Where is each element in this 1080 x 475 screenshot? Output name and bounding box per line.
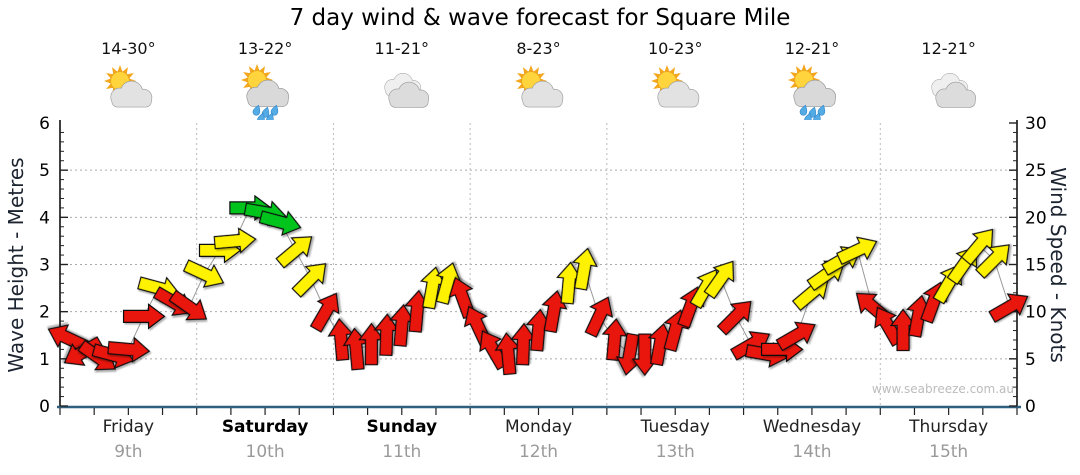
wave-height-tick-label: 2	[39, 303, 50, 323]
wind-speed-tick-label: 15	[1025, 256, 1047, 276]
gridlines	[60, 123, 1017, 406]
day-label-strip: Friday 9th Saturday 10th Sunday 11th Mon…	[60, 417, 1017, 462]
day-date: 15th	[929, 442, 969, 462]
day-header-saturday: 13-22°	[197, 38, 334, 124]
day-label-tuesday: Tuesday 13th	[607, 417, 744, 462]
wind-speed-tick-label: 10	[1025, 303, 1047, 323]
wind-arrows	[47, 194, 1029, 377]
wind-arrow	[836, 236, 878, 266]
temp-range: 13-22°	[237, 39, 293, 58]
day-header-monday: 8-23°	[470, 38, 607, 120]
weather-icon-sun-cloud	[647, 62, 703, 120]
day-name: Monday	[504, 417, 573, 437]
temp-range: 8-23°	[516, 39, 561, 58]
wind-arrow	[275, 236, 313, 269]
wind-speed-tick-label: 0	[1025, 397, 1036, 417]
day-date: 13th	[655, 442, 695, 462]
wind-arrow	[122, 303, 166, 330]
wave-height-tick-label: 3	[39, 256, 50, 276]
day-name: Saturday	[221, 417, 309, 437]
wave-height-tick-label: 5	[39, 161, 50, 181]
day-label-sunday: Sunday 11th	[333, 417, 470, 462]
wind-arrow	[107, 336, 151, 363]
wind-arrow	[309, 292, 340, 333]
wind-arrow	[291, 263, 327, 298]
day-label-friday: Friday 9th	[60, 417, 197, 462]
day-label-thursday: Thursday 15th	[880, 417, 1017, 462]
temp-range: 11-21°	[374, 39, 430, 58]
wind-arrow	[182, 259, 225, 288]
wind-arrow	[168, 289, 208, 321]
day-name: Wednesday	[762, 417, 862, 437]
day-date: 10th	[245, 442, 285, 462]
weather-icon-cloudy	[921, 62, 977, 120]
day-header-thursday: 12-21°	[880, 38, 1017, 120]
day-header-wednesday: 12-21°	[744, 38, 881, 124]
wind-arrow	[258, 210, 302, 236]
wind-arrow	[541, 290, 568, 334]
day-name: Thursday	[909, 417, 989, 437]
chart-title: 7 day wind & wave forecast for Square Mi…	[289, 5, 791, 31]
wind-arrow	[974, 244, 1010, 280]
day-date: 12th	[518, 442, 559, 462]
wind-arrow	[703, 260, 735, 300]
wind-arrow	[601, 318, 628, 362]
weather-icon-sun-cloud	[511, 62, 567, 120]
weather-icon-sun-cloud-rain	[784, 62, 840, 124]
wind-arrow	[775, 321, 816, 352]
wind-arrow	[584, 296, 614, 338]
temp-range: 12-21°	[784, 39, 840, 58]
day-header-friday: 14-30°	[60, 38, 197, 120]
weather-icon-sun-cloud-rain	[237, 62, 293, 124]
watermark: www.seabreeze.com.au	[871, 382, 1014, 396]
wave-height-tick-label: 4	[39, 208, 50, 228]
day-header-strip: 14-30° 13-22° 11-21° 8-23°	[60, 38, 1017, 124]
temp-range: 12-21°	[921, 39, 976, 58]
wave-height-tick-label: 6	[39, 114, 50, 134]
day-date: 14th	[792, 442, 832, 462]
day-label-monday: Monday 12th	[470, 417, 607, 462]
wind-arrow	[988, 293, 1029, 323]
wind-arrow	[213, 227, 257, 254]
right-axis-title: Wind Speed - Knots	[1046, 167, 1070, 363]
day-name: Sunday	[366, 417, 438, 437]
wind-speed-tick-label: 20	[1025, 208, 1047, 228]
day-header-sunday: 11-21°	[333, 38, 470, 120]
axes: 0 1 2 3 4 5 6 0 5 10 15 20 25 30	[39, 114, 1046, 417]
weather-icon-cloudy	[374, 62, 430, 120]
wind-speed-tick-label: 30	[1025, 114, 1047, 134]
day-date: 9th	[114, 442, 143, 462]
temp-range: 14-30°	[101, 39, 156, 58]
wave-height-tick-label: 1	[39, 350, 50, 370]
day-header-tuesday: 10-23°	[607, 38, 744, 120]
wave-height-tick-label: 0	[39, 397, 50, 417]
day-label-saturday: Saturday 10th	[197, 417, 334, 462]
day-name: Friday	[102, 417, 155, 437]
wind-arrow	[716, 300, 752, 336]
temp-range: 10-23°	[647, 39, 703, 58]
wind-speed-tick-label: 25	[1025, 161, 1047, 181]
day-name: Tuesday	[640, 417, 710, 437]
wind-arrow	[571, 247, 598, 291]
left-axis-title: Wave Height - Metres	[4, 157, 28, 373]
day-date: 11th	[382, 442, 422, 462]
day-label-wednesday: Wednesday 14th	[744, 417, 881, 462]
wind-speed-tick-label: 5	[1025, 350, 1036, 370]
weather-icon-sun-cloud	[100, 62, 156, 120]
